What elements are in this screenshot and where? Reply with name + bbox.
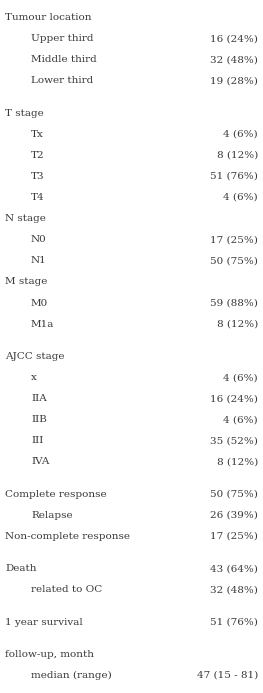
Text: 8 (12%): 8 (12%) [216,319,258,328]
Text: 32 (48%): 32 (48%) [210,55,258,64]
Text: 59 (88%): 59 (88%) [210,299,258,308]
Text: 17 (25%): 17 (25%) [210,235,258,244]
Text: 1 year survival: 1 year survival [5,617,83,626]
Text: Relapse: Relapse [31,511,73,520]
Text: 8 (12%): 8 (12%) [216,457,258,466]
Text: Tumour location: Tumour location [5,13,92,22]
Text: III: III [31,437,43,446]
Text: M0: M0 [31,299,48,308]
Text: 19 (28%): 19 (28%) [210,76,258,85]
Text: 43 (64%): 43 (64%) [210,564,258,573]
Text: N0: N0 [31,235,47,244]
Text: x: x [31,373,37,382]
Text: 32 (48%): 32 (48%) [210,586,258,595]
Text: 16 (24%): 16 (24%) [210,34,258,43]
Text: 35 (52%): 35 (52%) [210,437,258,446]
Text: median (range): median (range) [31,671,112,680]
Text: 4 (6%): 4 (6%) [223,373,258,382]
Text: Lower third: Lower third [31,76,93,85]
Text: 16 (24%): 16 (24%) [210,394,258,403]
Text: related to OC: related to OC [31,586,102,595]
Text: AJCC stage: AJCC stage [5,352,65,361]
Text: 4 (6%): 4 (6%) [223,415,258,424]
Text: Middle third: Middle third [31,55,97,64]
Text: 47 (15 - 81): 47 (15 - 81) [196,671,258,680]
Text: 50 (75%): 50 (75%) [210,490,258,499]
Text: IIB: IIB [31,415,47,424]
Text: 4 (6%): 4 (6%) [223,193,258,202]
Text: T4: T4 [31,193,45,202]
Text: IVA: IVA [31,457,49,466]
Text: M1a: M1a [31,319,54,328]
Text: 51 (76%): 51 (76%) [210,617,258,626]
Text: N stage: N stage [5,214,46,223]
Text: M stage: M stage [5,277,48,286]
Text: T3: T3 [31,172,45,181]
Text: 51 (76%): 51 (76%) [210,172,258,181]
Text: T stage: T stage [5,109,44,118]
Text: follow-up, month: follow-up, month [5,650,94,659]
Text: 50 (75%): 50 (75%) [210,256,258,265]
Text: T2: T2 [31,151,45,160]
Text: Tx: Tx [31,130,44,139]
Text: Complete response: Complete response [5,490,107,499]
Text: Upper third: Upper third [31,34,93,43]
Text: 4 (6%): 4 (6%) [223,130,258,139]
Text: Non-complete response: Non-complete response [5,532,130,541]
Text: 8 (12%): 8 (12%) [216,151,258,160]
Text: Death: Death [5,564,37,573]
Text: IIA: IIA [31,394,47,403]
Text: 17 (25%): 17 (25%) [210,532,258,541]
Text: 26 (39%): 26 (39%) [210,511,258,520]
Text: N1: N1 [31,256,47,265]
